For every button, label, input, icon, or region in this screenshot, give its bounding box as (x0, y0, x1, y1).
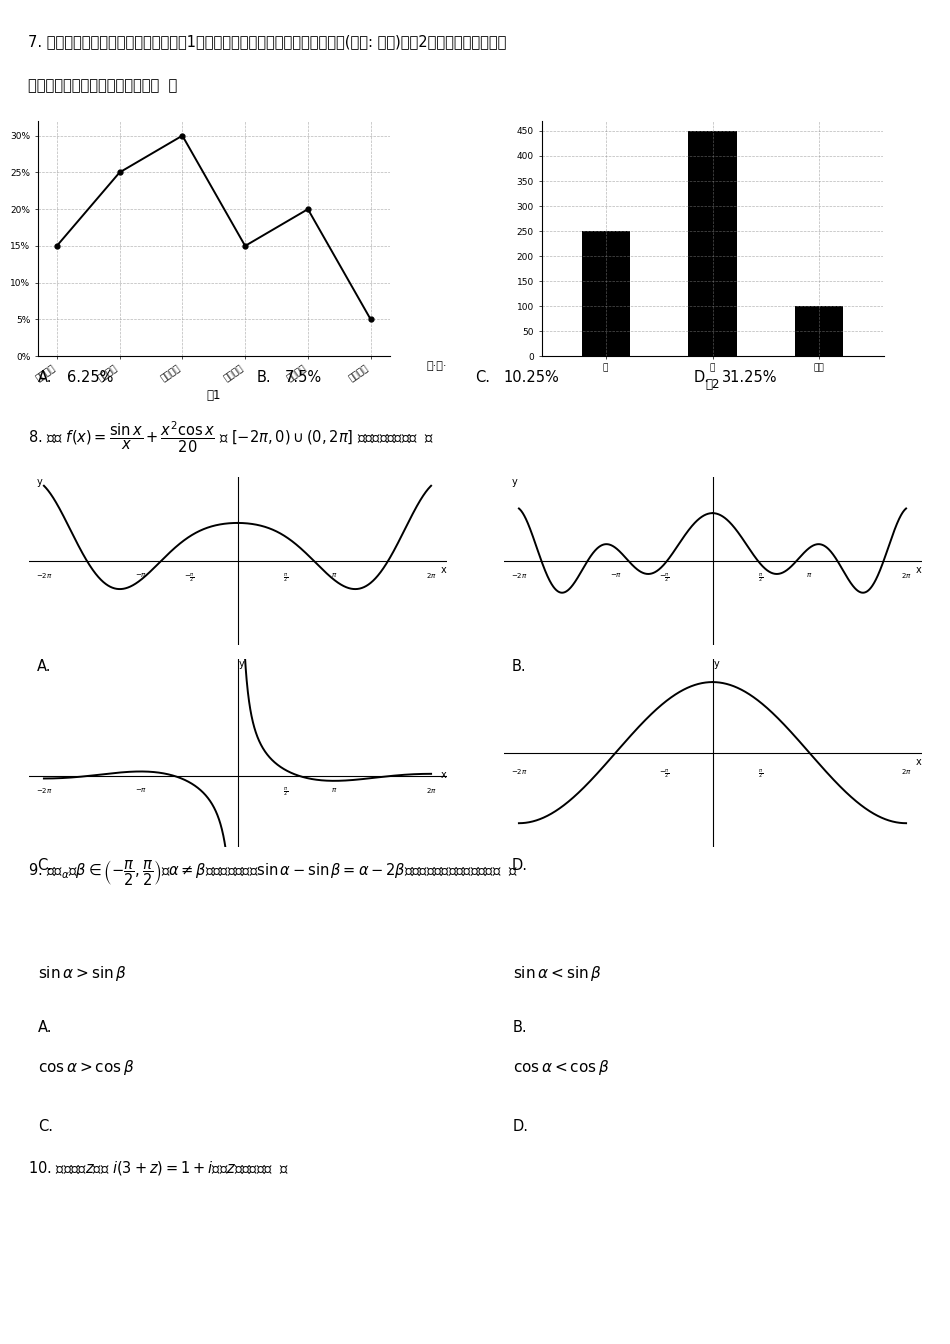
Text: $-\pi$: $-\pi$ (610, 571, 622, 579)
Text: B.: B. (513, 1020, 527, 1035)
Text: C.: C. (38, 1118, 53, 1134)
Text: x: x (441, 770, 446, 781)
Text: $\pi$: $\pi$ (332, 785, 337, 793)
Text: $\sin\alpha < \sin\beta$: $\sin\alpha < \sin\beta$ (513, 964, 601, 982)
Text: y: y (713, 659, 719, 668)
Text: $\frac{\pi}{2}$: $\frac{\pi}{2}$ (758, 766, 764, 780)
Text: $-2\pi$: $-2\pi$ (35, 571, 52, 581)
Text: B.: B. (512, 659, 526, 673)
Text: C.: C. (475, 370, 490, 384)
Text: y: y (37, 477, 43, 487)
Text: 10. 已知复数$z$满足 $i(3+z) = 1+i$，则$z$的虚部为（  ）: 10. 已知复数$z$满足 $i(3+z) = 1+i$，则$z$的虚部为（ ） (28, 1159, 290, 1177)
Text: y: y (512, 477, 518, 487)
Text: 8. 函数 $f(x) = \dfrac{\sin x}{x} + \dfrac{x^2\cos x}{20}$ 在 $[-2\pi,0)\cup(0,2\pi: 8. 函数 $f(x) = \dfrac{\sin x}{x} + \dfrac… (28, 419, 435, 454)
Text: 7.5%: 7.5% (285, 370, 322, 384)
Text: 9. 已知$_{\alpha}$、$\beta \in \left(-\dfrac{\pi}{2},\dfrac{\pi}{2}\right)$，$\alpha: 9. 已知$_{\alpha}$、$\beta \in \left(-\dfra… (28, 859, 519, 888)
Text: $\pi$: $\pi$ (332, 571, 337, 579)
X-axis label: 图2: 图2 (705, 379, 720, 391)
Text: $2\pi$: $2\pi$ (901, 571, 911, 581)
Text: 31.25%: 31.25% (722, 370, 777, 384)
Text: 6.25%: 6.25% (66, 370, 113, 384)
Text: $2\pi$: $2\pi$ (901, 766, 911, 775)
Text: 10.25%: 10.25% (504, 370, 560, 384)
Text: $-2\pi$: $-2\pi$ (35, 785, 52, 794)
Text: $\frac{\pi}{2}$: $\frac{\pi}{2}$ (283, 785, 289, 798)
Text: x: x (916, 757, 922, 767)
Text: x: x (441, 564, 446, 574)
Bar (581, 231, 630, 356)
Text: $\frac{\pi}{2}$: $\frac{\pi}{2}$ (283, 571, 289, 585)
Text: $-2\pi$: $-2\pi$ (510, 571, 527, 581)
Text: $-2\pi$: $-2\pi$ (510, 766, 527, 775)
Text: 水·电·: 水·电· (427, 362, 447, 371)
Text: $2\pi$: $2\pi$ (426, 571, 436, 581)
Text: $2\pi$: $2\pi$ (426, 785, 436, 794)
Text: $\pi$: $\pi$ (807, 571, 812, 579)
Text: $\frac{\pi}{2}$: $\frac{\pi}{2}$ (758, 571, 764, 585)
Text: A.: A. (37, 659, 51, 673)
Text: D.: D. (512, 857, 528, 874)
X-axis label: 图1: 图1 (206, 388, 221, 402)
Text: A.: A. (38, 370, 52, 384)
Text: $-\pi$: $-\pi$ (135, 785, 147, 793)
Text: C.: C. (37, 857, 52, 874)
Text: $\cos\alpha > \cos\beta$: $\cos\alpha > \cos\beta$ (38, 1059, 134, 1078)
Text: x: x (916, 564, 922, 574)
Text: y: y (238, 659, 244, 668)
Bar (689, 130, 736, 356)
Text: B.: B. (256, 370, 271, 384)
Text: $-\frac{\pi}{2}$: $-\frac{\pi}{2}$ (658, 571, 670, 585)
Text: 7. 某单位去年的开支分布的折线图如图1所示，在这一年中的水、电、交通开支(单位: 万元)如图2所示，则该单位去年: 7. 某单位去年的开支分布的折线图如图1所示，在这一年中的水、电、交通开支(单位… (28, 34, 507, 50)
Text: A.: A. (38, 1020, 52, 1035)
Text: $\sin\alpha > \sin\beta$: $\sin\alpha > \sin\beta$ (38, 964, 126, 982)
Text: $-\pi$: $-\pi$ (135, 571, 147, 579)
Text: $\cos\alpha < \cos\beta$: $\cos\alpha < \cos\beta$ (513, 1059, 609, 1078)
Bar (795, 306, 844, 356)
Text: D.: D. (513, 1118, 529, 1134)
Text: $-\frac{\pi}{2}$: $-\frac{\pi}{2}$ (183, 571, 195, 585)
Text: D.: D. (694, 370, 710, 384)
Text: $-\frac{\pi}{2}$: $-\frac{\pi}{2}$ (658, 766, 670, 780)
Text: 的水费开支占总开支的百分比为（  ）: 的水费开支占总开支的百分比为（ ） (28, 78, 178, 94)
